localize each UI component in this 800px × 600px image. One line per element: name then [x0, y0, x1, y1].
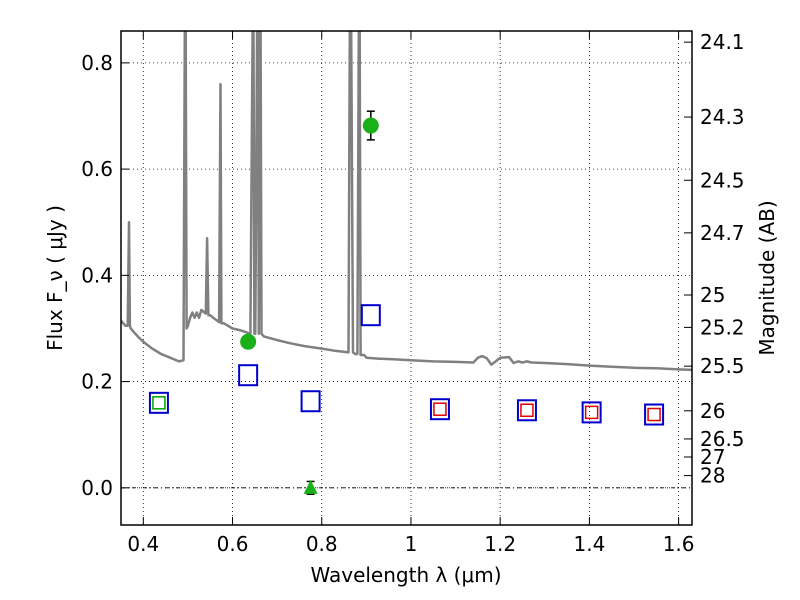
magnitude-tick-label: 25.5 [700, 354, 745, 378]
magnitude-tick-label: 24.5 [700, 168, 745, 192]
model-flux-square [148, 391, 169, 414]
x-axis-label: Wavelength λ (μm) [310, 563, 501, 587]
x-tick-label: 1.6 [663, 532, 695, 556]
plot-frame [120, 30, 693, 526]
x-tick-label: 1 [405, 532, 418, 556]
magnitude-tick-label: 26.5 [700, 427, 745, 451]
filter-flux-square [152, 396, 166, 410]
y-tick-label: 0.2 [81, 370, 113, 394]
y-axis-label: Flux F_ν ( μJy ) [43, 205, 67, 351]
magnitude-tick-label: 24.3 [700, 105, 745, 129]
model-flux-square [644, 403, 665, 426]
x-tick-label: 0.6 [217, 532, 249, 556]
model-flux-square [581, 401, 602, 424]
magnitude-tick-label: 24.1 [700, 30, 745, 54]
filter-flux-square [584, 405, 599, 420]
model-flux-square [300, 390, 321, 413]
upper-limit-point [303, 479, 318, 494]
magnitude-tick-label: 26 [700, 399, 725, 423]
y-tick-label: 0.0 [81, 476, 113, 500]
magnitude-axis-label: Magnitude (AB) [755, 200, 779, 355]
filter-flux-square [647, 407, 661, 422]
y-tick-label: 0.6 [81, 157, 113, 181]
observed-flux-point [240, 333, 257, 350]
magnitude-tick-label: 25 [700, 283, 725, 307]
magnitude-tick-label: 25.2 [700, 315, 745, 339]
model-flux-square [429, 398, 450, 421]
model-flux-square [238, 364, 259, 387]
x-tick-label: 0.4 [127, 532, 159, 556]
x-tick-label: 1.2 [484, 532, 516, 556]
model-flux-square [360, 304, 381, 327]
x-tick-label: 0.8 [306, 532, 338, 556]
y-tick-label: 0.4 [81, 263, 113, 287]
photometry-markers [148, 110, 665, 495]
magnitude-tick-label: 24.7 [700, 221, 745, 245]
observed-flux-point [362, 117, 379, 134]
x-tick-label: 1.4 [573, 532, 605, 556]
model-flux-square [516, 399, 537, 422]
filter-flux-square [433, 402, 447, 416]
magnitude-tick-label: 27 [700, 445, 725, 469]
y-tick-label: 0.8 [81, 51, 113, 75]
filter-flux-square [520, 403, 534, 418]
plot-area [121, 31, 692, 495]
magnitude-tick-label: 28 [700, 464, 725, 488]
y-axis-ticks: 0.0 0.2 0.4 0.6 0.8 [81, 51, 129, 500]
model-spectrum-line [121, 31, 692, 372]
x-axis-ticks: 0.4 0.6 0.8 1 1.2 1.4 1.6 [127, 31, 695, 556]
